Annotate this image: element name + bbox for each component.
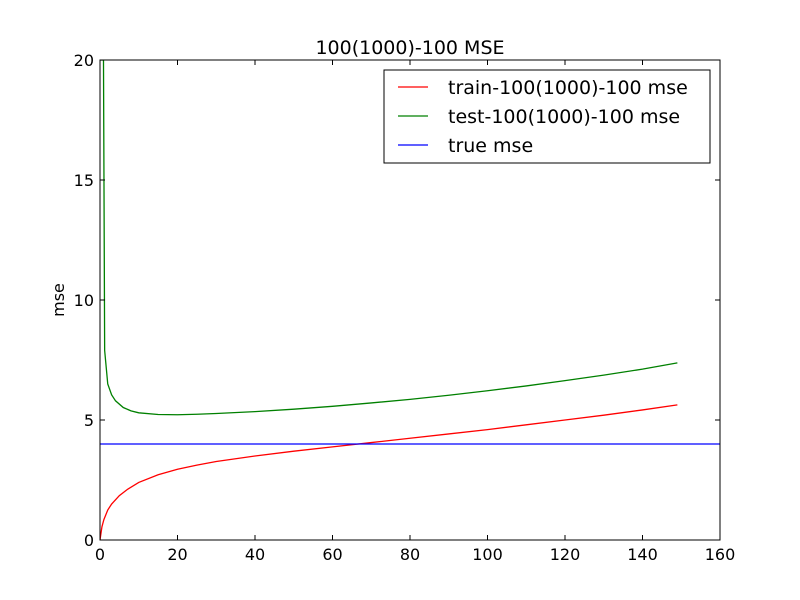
- legend-label-0: train-100(1000)-100 mse: [448, 77, 688, 99]
- x-tick-label: 20: [167, 545, 187, 564]
- y-tick-label: 20: [74, 51, 94, 70]
- legend-box: [383, 69, 711, 164]
- series-line-1: [100, 60, 678, 416]
- x-tick-label: 0: [95, 545, 105, 564]
- axes-layer: 0 20 40 60 80 100 120 140 160 0 5 10 15 20: [74, 51, 736, 564]
- y-tick-label: 0: [84, 531, 94, 550]
- x-tick-label: 60: [322, 545, 342, 564]
- legend: train-100(1000)-100 mse test-100(1000)-10…: [383, 69, 711, 164]
- y-tick-label: 15: [74, 171, 94, 190]
- x-tick-label: 40: [245, 545, 265, 564]
- x-tick-label: 100: [472, 545, 503, 564]
- y-tick-label: 5: [84, 411, 94, 430]
- x-tick-label: 160: [705, 545, 736, 564]
- x-tick-label: 120: [550, 545, 581, 564]
- x-tick-label: 80: [400, 545, 420, 564]
- legend-label-1: test-100(1000)-100 mse: [448, 106, 680, 128]
- legend-label-2: true mse: [448, 135, 533, 157]
- series-line-0: [100, 404, 678, 540]
- plot-layer: [100, 60, 720, 540]
- y-tick-label: 10: [74, 291, 94, 310]
- y-axis-label: mse: [49, 283, 68, 317]
- x-tick-label: 140: [627, 545, 658, 564]
- chart-title: 100(1000)-100 MSE: [315, 37, 504, 59]
